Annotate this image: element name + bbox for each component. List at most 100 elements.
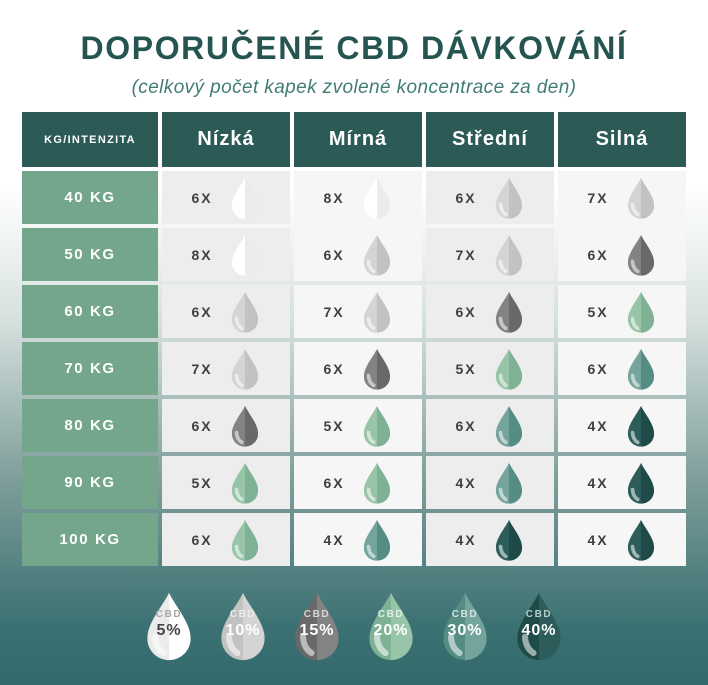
dose-count: 4X	[455, 531, 477, 548]
dose-count: 6X	[587, 360, 609, 377]
droplet-icon-20pct	[495, 348, 522, 390]
dose-cell: 6X	[426, 171, 554, 224]
droplet-icon-10pct	[363, 234, 390, 276]
dose-count: 6X	[455, 189, 477, 206]
dose-count: 7X	[191, 360, 213, 377]
droplet-icon-10pct	[363, 291, 390, 333]
row-label-50-kg: 50 KG	[22, 228, 158, 281]
droplet-icon-10pct	[231, 348, 258, 390]
droplet-icon-10pct	[495, 234, 522, 276]
dose-cell: 6X	[162, 513, 290, 566]
dose-count: 6X	[323, 474, 345, 491]
dose-count: 6X	[587, 246, 609, 263]
dose-cell: 6X	[294, 342, 422, 395]
droplet-icon-30pct	[363, 519, 390, 561]
droplet-icon-20pct	[363, 405, 390, 447]
legend-item-30pct: CBD 30%	[439, 591, 491, 661]
droplet-icon-40pct	[627, 462, 654, 504]
legend-item-40pct: CBD 40%	[513, 591, 565, 661]
dose-cell: 4X	[294, 513, 422, 566]
dose-count: 6X	[323, 246, 345, 263]
dose-cell: 7X	[162, 342, 290, 395]
droplet-icon-20pct	[627, 291, 654, 333]
dose-count: 7X	[455, 246, 477, 263]
dose-count: 4X	[587, 531, 609, 548]
droplet-icon-30pct	[495, 405, 522, 447]
legend-item-10pct: CBD 10%	[217, 591, 269, 661]
dose-cell: 6X	[294, 228, 422, 281]
droplet-icon-20pct	[363, 462, 390, 504]
droplet-icon-40pct	[627, 405, 654, 447]
droplet-icon-15pct	[363, 348, 390, 390]
dose-cell: 6X	[294, 456, 422, 509]
row-label-40-kg: 40 KG	[22, 171, 158, 224]
dose-cell: 7X	[294, 285, 422, 338]
dose-cell: 7X	[558, 171, 686, 224]
droplet-icon-30pct	[495, 462, 522, 504]
droplet-icon-15pct	[627, 234, 654, 276]
dose-count: 8X	[191, 246, 213, 263]
page-title: DOPORUČENÉ CBD DÁVKOVÁNÍ	[80, 30, 628, 67]
droplet-icon-10pct	[231, 291, 258, 333]
dose-cell: 6X	[162, 171, 290, 224]
dose-cell: 6X	[426, 285, 554, 338]
column-header-mirna: Mírná	[294, 112, 422, 167]
dose-count: 7X	[587, 189, 609, 206]
droplet-icon-40pct	[517, 592, 561, 661]
column-header-stredni: Střední	[426, 112, 554, 167]
row-label-70-kg: 70 KG	[22, 342, 158, 395]
legend-item-5pct: CBD 5%	[143, 591, 195, 661]
dose-count: 5X	[323, 417, 345, 434]
droplet-icon-10pct	[221, 592, 265, 661]
dose-count: 5X	[455, 360, 477, 377]
dose-cell: 4X	[426, 513, 554, 566]
droplet-icon-15pct	[295, 592, 339, 661]
dose-cell: 4X	[426, 456, 554, 509]
dose-count: 5X	[191, 474, 213, 491]
dose-count: 5X	[587, 303, 609, 320]
dose-count: 8X	[323, 189, 345, 206]
dose-cell: 8X	[294, 171, 422, 224]
dose-cell: 6X	[558, 228, 686, 281]
droplet-icon-5pct	[231, 234, 258, 276]
dose-count: 6X	[455, 303, 477, 320]
dose-count: 7X	[323, 303, 345, 320]
droplet-icon-15pct	[231, 405, 258, 447]
dose-count: 6X	[455, 417, 477, 434]
table-corner-header: KG/INTENZITA	[22, 112, 158, 167]
dose-count: 6X	[323, 360, 345, 377]
dose-count: 4X	[587, 417, 609, 434]
dose-cell: 6X	[162, 285, 290, 338]
dose-cell: 6X	[162, 399, 290, 452]
dose-cell: 4X	[558, 399, 686, 452]
concentration-legend: CBD 5% CBD 10% CBD 15%	[0, 591, 708, 661]
dose-table: KG/INTENZITA Nízká Mírná Střední Silná 4…	[22, 112, 686, 566]
row-label-60-kg: 60 KG	[22, 285, 158, 338]
dose-cell: 4X	[558, 513, 686, 566]
droplet-icon-15pct	[495, 291, 522, 333]
droplet-icon-5pct	[231, 177, 258, 219]
dose-count: 4X	[587, 474, 609, 491]
droplet-icon-10pct	[495, 177, 522, 219]
column-header-nizka: Nízká	[162, 112, 290, 167]
droplet-icon-40pct	[495, 519, 522, 561]
dose-count: 6X	[191, 417, 213, 434]
dose-cell: 6X	[426, 399, 554, 452]
row-label-90-kg: 90 KG	[22, 456, 158, 509]
droplet-icon-10pct	[627, 177, 654, 219]
dose-cell: 5X	[558, 285, 686, 338]
dose-cell: 6X	[558, 342, 686, 395]
droplet-icon-5pct	[147, 592, 191, 661]
page-subtitle: (celkový počet kapek zvolené koncentrace…	[131, 77, 577, 98]
dose-count: 6X	[191, 531, 213, 548]
dose-cell: 5X	[162, 456, 290, 509]
dose-cell: 8X	[162, 228, 290, 281]
dose-count: 4X	[455, 474, 477, 491]
dose-cell: 5X	[294, 399, 422, 452]
dose-cell: 4X	[558, 456, 686, 509]
dose-cell: 5X	[426, 342, 554, 395]
droplet-icon-30pct	[627, 348, 654, 390]
droplet-icon-20pct	[231, 462, 258, 504]
droplet-icon-20pct	[231, 519, 258, 561]
droplet-icon-40pct	[627, 519, 654, 561]
